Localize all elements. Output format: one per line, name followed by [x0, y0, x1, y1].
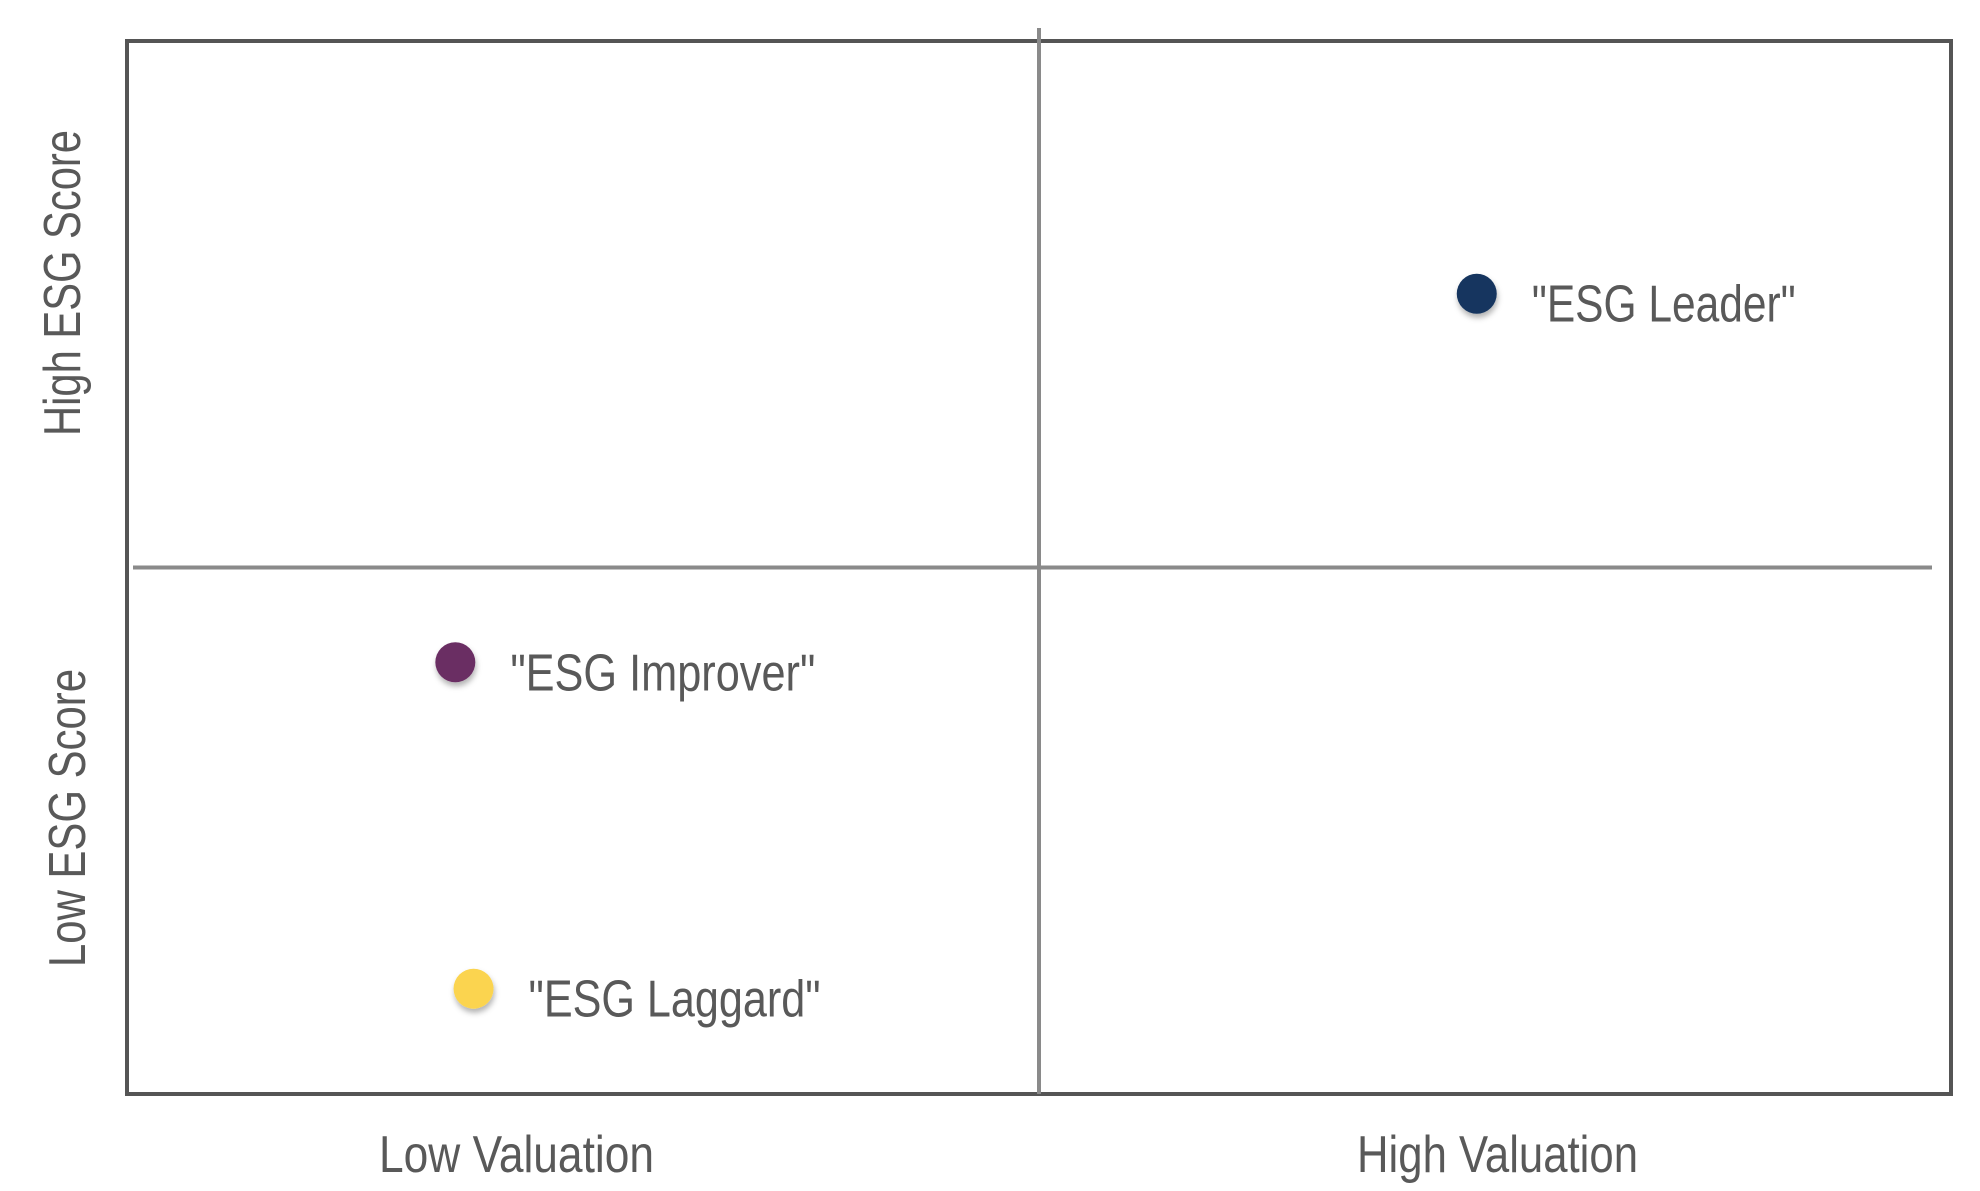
- data-point-label: "ESG Improver": [510, 644, 815, 702]
- y-label-high: High ESG Score: [34, 130, 92, 436]
- data-point-label: "ESG Laggard": [529, 971, 821, 1029]
- data-point: [453, 968, 494, 1009]
- data-point-label: "ESG Leader": [1532, 276, 1796, 334]
- y-label-low: Low ESG Score: [39, 669, 97, 967]
- x-label-high: High Valuation: [1357, 1126, 1638, 1184]
- x-label-low: Low Valuation: [379, 1126, 654, 1184]
- data-point: [435, 642, 476, 683]
- data-point: [1456, 273, 1497, 314]
